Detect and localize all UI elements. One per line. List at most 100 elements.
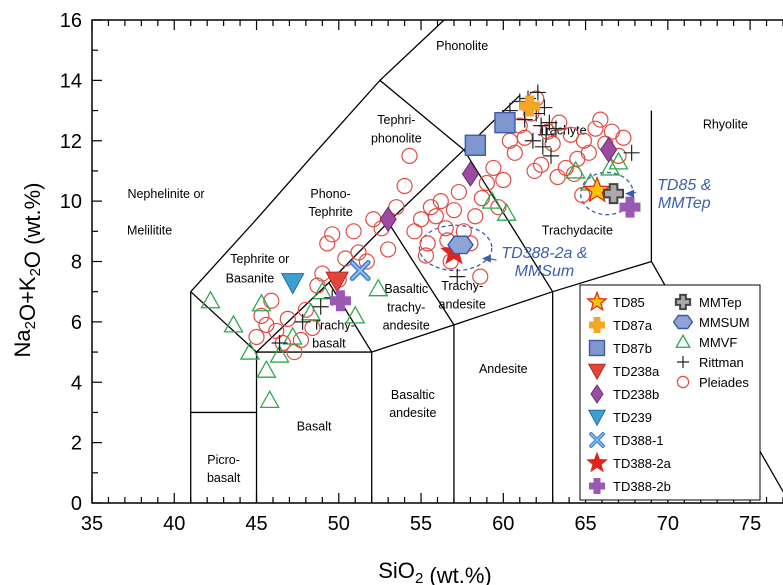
mmvf-marker [608,151,629,170]
pleiades-marker [279,310,296,327]
tas-field-label: Trachy- [313,318,355,332]
tas-field-label: Picro- [207,453,240,467]
tas-field-label: basalt [312,337,346,351]
pleiades-marker [437,220,454,237]
pleiades-marker [337,250,354,267]
tas-field-label: phonolite [371,131,422,145]
pleiades-marker [587,120,604,137]
pleiades-marker [615,129,632,146]
mmvf-marker [259,390,280,409]
pleiades-marker [676,375,690,389]
x-tick-label: 40 [163,513,185,535]
td239-marker [280,273,305,295]
td388-1-marker [349,260,371,282]
x-tick-label: 35 [81,513,103,535]
rittman-marker [533,117,550,134]
mmvf-marker [251,293,272,312]
tas-field-label: andesite [439,297,486,311]
data-points [200,84,641,409]
y-axis-title: Na2O+K2O (wt.%) [10,182,45,357]
rittman-marker [529,84,546,101]
pleiades-marker [396,177,413,195]
rittman-marker [623,144,640,161]
pleiades-marker [549,168,566,186]
x-tick-label: 50 [328,513,350,535]
y-tick-label: 0 [71,493,82,515]
pleiades-marker [592,111,609,128]
legend-label: TD238a [613,364,660,379]
axis-title-part: O (wt.%) [20,182,45,268]
pleiades-marker [473,190,491,207]
rittman-marker [538,126,555,143]
pleiades-marker [350,244,367,261]
mmvf-marker [675,333,691,348]
rittman-marker [524,132,541,149]
tas-field-label: Rhyolite [703,118,748,132]
legend-label: Rittman [699,355,744,370]
annotation-text: TD388-2a & [501,245,587,262]
tas-field-label: Tephri- [377,113,415,127]
mmvf-marker [239,341,261,360]
pleiades-marker [319,235,336,252]
pleiades-marker [506,144,523,161]
rittman-marker [312,298,329,315]
mmvf-marker [600,157,621,176]
annotation-text: TD85 & [657,177,711,194]
mmvf-marker [496,202,517,221]
legend-label: TD85 [613,295,645,310]
td238b-marker [461,161,480,187]
pleiades-marker [324,226,341,243]
rittman-marker [271,335,288,352]
legend-label: TD388-2a [613,456,672,471]
y-tick-label: 14 [60,70,82,92]
mmvf-marker [345,305,366,324]
td388-1-marker [589,432,605,448]
legend-label: MMTep [699,295,742,310]
mmvf-marker [368,278,389,297]
axes: 35 40 45 50 55 60 65 70 75 0 2 4 6 8 10 12 14 16 [60,10,783,535]
mmvf-marker [312,281,333,300]
td87a-marker [519,95,541,117]
tas-field-label: Nephelinite or [127,187,204,201]
mmsum-marker [447,235,474,255]
rittman-marker [294,313,311,330]
highlight-ellipse [418,224,493,272]
pleiades-marker [526,162,543,180]
td85-marker [586,290,608,312]
td388-2b-marker [329,290,351,312]
y-tick-label: 2 [71,433,82,455]
pleiades-marker [533,156,550,173]
pleiades-marker [544,135,561,152]
tas-field-label: Basanite [226,272,275,286]
rittman-marker [677,356,689,368]
mmvf-marker [223,314,244,333]
pleiades-marker [490,199,507,216]
pleiades-marker [248,328,265,346]
td388-1-marker-highlight [590,433,604,447]
td388-2a-marker [586,451,608,473]
y-tick-label: 16 [60,10,82,32]
y-tick-label: 8 [71,252,82,274]
pleiades-marker [309,277,326,294]
annotation-arrowhead [481,254,491,263]
legend-box [579,284,761,501]
tas-field-label: Trachy- [441,279,483,293]
legend-label: TD239 [613,410,652,425]
mmvf-marker [200,290,221,309]
pleiades-marker [422,199,440,216]
pleiades-marker [562,126,579,143]
pleiades-marker [539,123,556,140]
axis-title-part: O+K [15,276,40,321]
pleiades-marker [478,174,495,192]
td87b-marker [494,111,516,134]
pleiades-marker [450,183,467,201]
pleiades-marker [419,235,436,252]
td238a-marker [587,363,607,381]
pleiades-marker [380,241,397,258]
mmvf-marker [481,190,502,209]
mmvf-marker [269,344,290,363]
mmsum-marker [672,314,694,330]
annotation-text: MMSum [515,263,575,280]
pleiades-marker [345,223,362,240]
axis-title-subscript: 2 [415,570,423,585]
